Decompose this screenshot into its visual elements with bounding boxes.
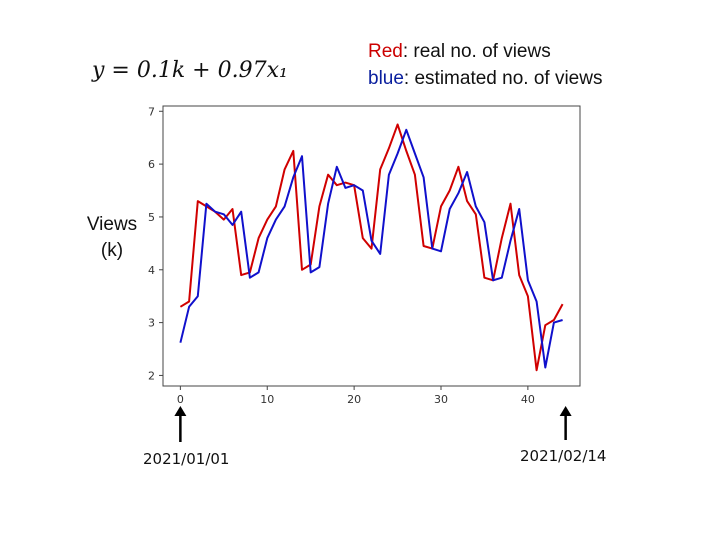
y-tick-label: 2 [148,369,155,382]
legend-red-word: Red [368,41,403,62]
legend: Red: real no. of views blue: estimated n… [368,38,602,92]
legend-blue-entry: blue: estimated no. of views [368,65,602,92]
legend-blue-text: : estimated no. of views [403,68,603,89]
y-tick-label: 7 [148,105,155,118]
y-axis-label: Views (k) [80,212,144,264]
x-tick-label: 0 [177,393,184,406]
y-axis-label-line1: Views [86,214,138,235]
y-tick-label: 5 [148,211,155,224]
legend-red-entry: Red: real no. of views [368,38,602,65]
legend-blue-word: blue [368,68,404,89]
plot-frame [162,105,581,387]
series-line-red [179,123,564,372]
end-date-label: 2021/02/14 [520,447,607,465]
legend-red-text: : real no. of views [402,41,551,62]
x-tick-label: 20 [347,393,361,406]
series-line-blue [179,128,563,369]
y-tick-label: 4 [148,264,155,277]
x-tick-label: 40 [521,393,535,406]
x-tick-label: 10 [260,393,274,406]
regression-formula: y = 0.1k + 0.97x₁ [92,58,288,83]
x-tick-label: 30 [434,393,448,406]
start-date-label: 2021/01/01 [143,450,230,468]
y-tick-label: 6 [148,158,155,171]
end-date-arrow-head [559,406,572,416]
start-date-arrow-head [174,406,187,416]
y-axis-label-line2: (k) [100,240,124,261]
y-tick-label: 3 [148,317,155,330]
